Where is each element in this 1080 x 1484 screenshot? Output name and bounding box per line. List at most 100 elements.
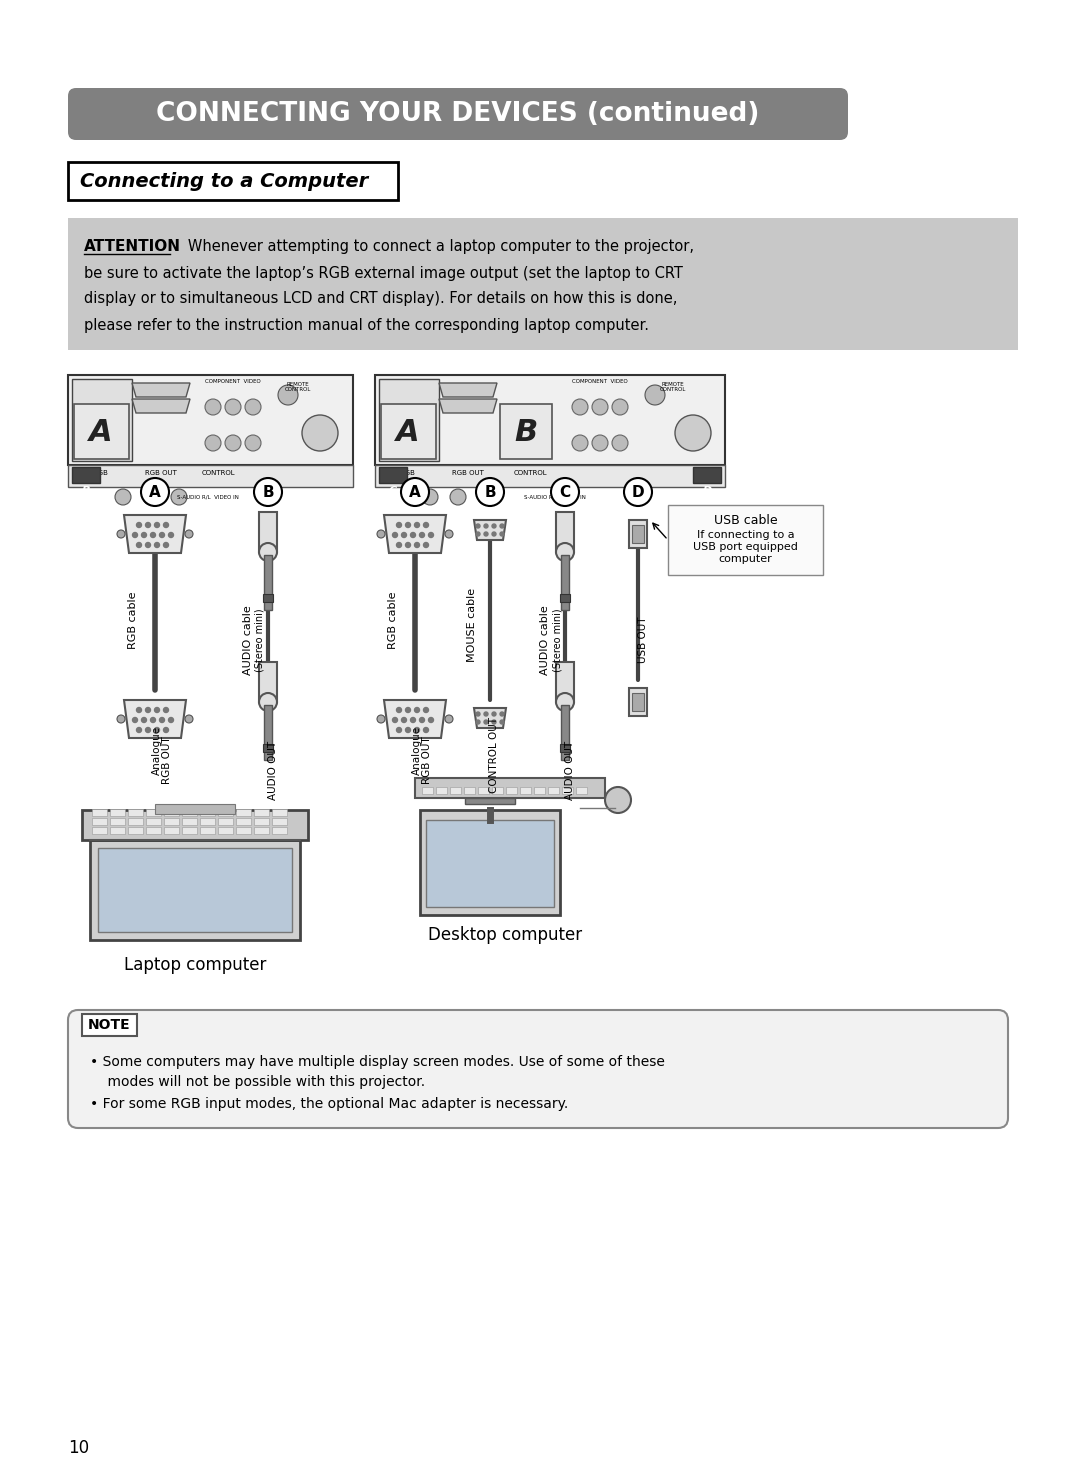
- Text: RGB cable: RGB cable: [129, 591, 138, 649]
- Circle shape: [146, 708, 150, 712]
- Circle shape: [133, 533, 137, 537]
- Circle shape: [254, 478, 282, 506]
- Bar: [375, 464, 725, 487]
- Circle shape: [415, 522, 419, 527]
- Circle shape: [572, 435, 588, 451]
- Text: AUDIO cable: AUDIO cable: [243, 605, 253, 675]
- Bar: [200, 809, 215, 816]
- Text: • Some computers may have multiple display screen modes. Use of some of these: • Some computers may have multiple displ…: [90, 1055, 665, 1068]
- Bar: [264, 743, 273, 752]
- Text: CONNECTING YOUR DEVICES (continued): CONNECTING YOUR DEVICES (continued): [157, 101, 759, 128]
- Circle shape: [377, 715, 384, 723]
- Circle shape: [117, 530, 125, 539]
- Text: A: A: [90, 417, 112, 447]
- Circle shape: [556, 543, 573, 561]
- Circle shape: [645, 384, 665, 405]
- Bar: [200, 818, 215, 825]
- Bar: [183, 818, 197, 825]
- Circle shape: [185, 530, 193, 539]
- Bar: [259, 662, 276, 702]
- Circle shape: [476, 524, 480, 528]
- Polygon shape: [438, 383, 497, 398]
- Circle shape: [136, 708, 141, 712]
- Circle shape: [185, 715, 193, 723]
- Text: CONTROL: CONTROL: [201, 470, 234, 476]
- Circle shape: [592, 399, 608, 416]
- Bar: [272, 809, 287, 816]
- Text: USB cable: USB cable: [714, 513, 778, 527]
- Circle shape: [392, 717, 397, 723]
- Bar: [436, 787, 447, 794]
- Bar: [72, 378, 132, 462]
- Text: RGB: RGB: [401, 470, 416, 476]
- Circle shape: [402, 533, 406, 537]
- Bar: [146, 809, 161, 816]
- Bar: [420, 810, 561, 916]
- Polygon shape: [474, 708, 507, 729]
- Bar: [183, 809, 197, 816]
- Circle shape: [612, 435, 627, 451]
- Circle shape: [423, 522, 429, 527]
- Text: USB OUT: USB OUT: [638, 617, 648, 663]
- Polygon shape: [124, 700, 186, 738]
- Bar: [629, 689, 647, 715]
- Bar: [693, 467, 721, 482]
- Bar: [254, 818, 269, 825]
- Circle shape: [396, 522, 402, 527]
- Circle shape: [500, 720, 504, 724]
- Bar: [507, 787, 517, 794]
- Circle shape: [136, 543, 141, 548]
- Circle shape: [168, 533, 174, 537]
- Circle shape: [146, 543, 150, 548]
- Bar: [164, 818, 179, 825]
- Circle shape: [302, 416, 338, 451]
- Bar: [75, 404, 129, 459]
- Bar: [200, 827, 215, 834]
- Circle shape: [141, 478, 168, 506]
- Circle shape: [163, 522, 168, 527]
- Circle shape: [419, 533, 424, 537]
- Bar: [68, 162, 399, 200]
- FancyBboxPatch shape: [68, 1011, 1008, 1128]
- Circle shape: [136, 727, 141, 733]
- Circle shape: [410, 533, 416, 537]
- Circle shape: [205, 435, 221, 451]
- Circle shape: [405, 543, 410, 548]
- Text: (Stereo mini): (Stereo mini): [255, 608, 265, 672]
- Circle shape: [377, 530, 384, 539]
- Circle shape: [402, 717, 406, 723]
- Bar: [129, 827, 143, 834]
- Bar: [90, 840, 300, 939]
- Polygon shape: [132, 383, 190, 398]
- Text: A: A: [396, 417, 420, 447]
- Bar: [110, 818, 125, 825]
- Circle shape: [484, 720, 488, 724]
- Bar: [237, 809, 251, 816]
- Text: If connecting to a
USB port equipped
computer: If connecting to a USB port equipped com…: [693, 530, 798, 564]
- Bar: [110, 809, 125, 816]
- Text: C: C: [389, 485, 397, 496]
- Circle shape: [415, 708, 419, 712]
- Text: NOTE: NOTE: [87, 1018, 131, 1031]
- Text: RGB: RGB: [94, 470, 108, 476]
- Circle shape: [150, 533, 156, 537]
- Circle shape: [405, 708, 410, 712]
- Circle shape: [117, 715, 125, 723]
- Circle shape: [445, 530, 453, 539]
- Bar: [375, 375, 725, 464]
- Polygon shape: [384, 515, 446, 554]
- Polygon shape: [124, 515, 186, 554]
- Bar: [669, 505, 823, 574]
- Text: D: D: [702, 485, 712, 496]
- Bar: [72, 467, 100, 482]
- Circle shape: [225, 399, 241, 416]
- Circle shape: [624, 478, 652, 506]
- Circle shape: [423, 708, 429, 712]
- Bar: [259, 512, 276, 552]
- Text: ATTENTION: ATTENTION: [84, 239, 181, 254]
- Circle shape: [133, 717, 137, 723]
- Bar: [68, 375, 353, 464]
- Circle shape: [154, 522, 160, 527]
- Text: Analogue: Analogue: [411, 726, 422, 775]
- Bar: [379, 378, 438, 462]
